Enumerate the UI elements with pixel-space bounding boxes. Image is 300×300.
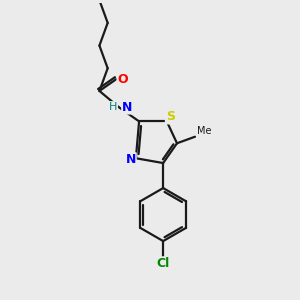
Text: O: O [118, 73, 128, 85]
Text: N: N [122, 100, 133, 113]
Text: N: N [125, 153, 136, 166]
Text: S: S [166, 110, 175, 124]
Text: H: H [109, 102, 117, 112]
Text: Me: Me [197, 125, 212, 136]
Text: Cl: Cl [157, 257, 170, 270]
